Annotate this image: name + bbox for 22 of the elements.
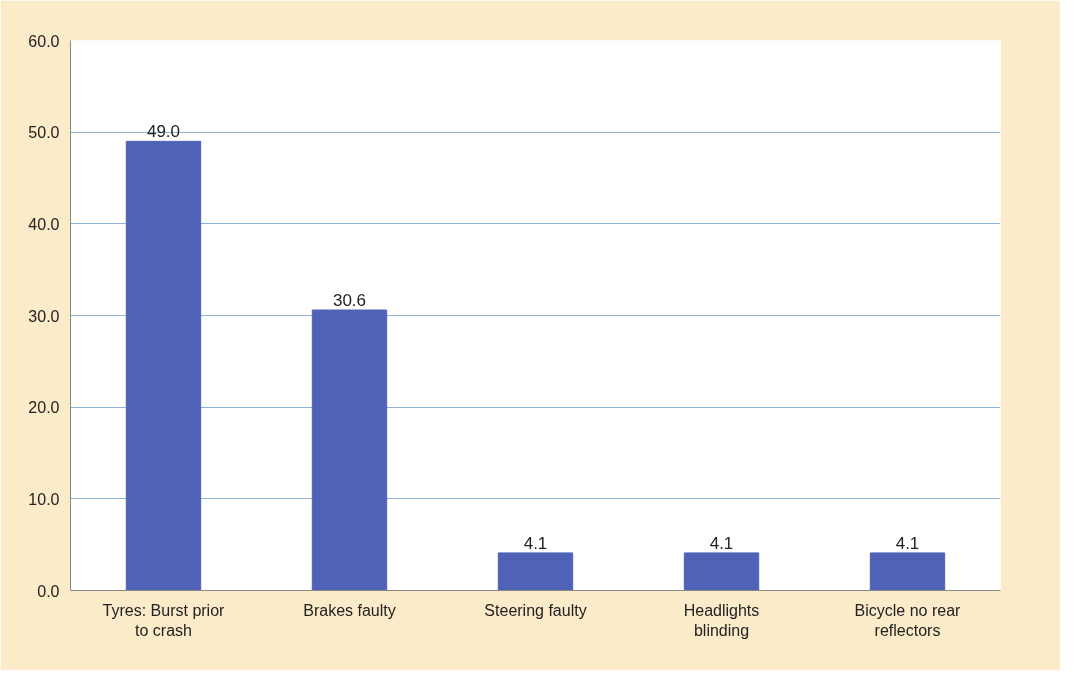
y-tick-label: 40.0 <box>28 215 60 233</box>
data-label: 49.0 <box>146 122 181 142</box>
y-tick-label: 30.0 <box>28 307 60 325</box>
bar <box>311 309 388 591</box>
data-label: 4.1 <box>709 533 734 553</box>
y-tick-label: 0.0 <box>37 582 60 600</box>
x-tick-label: Steering faulty <box>484 601 587 619</box>
y-tick-label: 10.0 <box>28 490 60 508</box>
bar <box>869 552 946 591</box>
y-tick-label: 20.0 <box>28 399 60 417</box>
x-tick-label: Brakes faulty <box>303 601 396 619</box>
bar <box>125 140 202 591</box>
x-tick-label: Tyres: Burst prior to crash <box>102 601 226 639</box>
bar <box>497 552 574 591</box>
x-tick-label: Headlights blinding <box>683 601 760 639</box>
y-tick-label: 60.0 <box>28 32 60 50</box>
y-tick-label: 50.0 <box>28 124 60 142</box>
data-label: 4.1 <box>523 533 548 553</box>
data-label: 30.6 <box>332 291 367 310</box>
bar <box>683 552 760 591</box>
x-tick-label: Bicycle no rear reflectors <box>854 601 962 639</box>
data-label: 4.1 <box>895 533 920 553</box>
